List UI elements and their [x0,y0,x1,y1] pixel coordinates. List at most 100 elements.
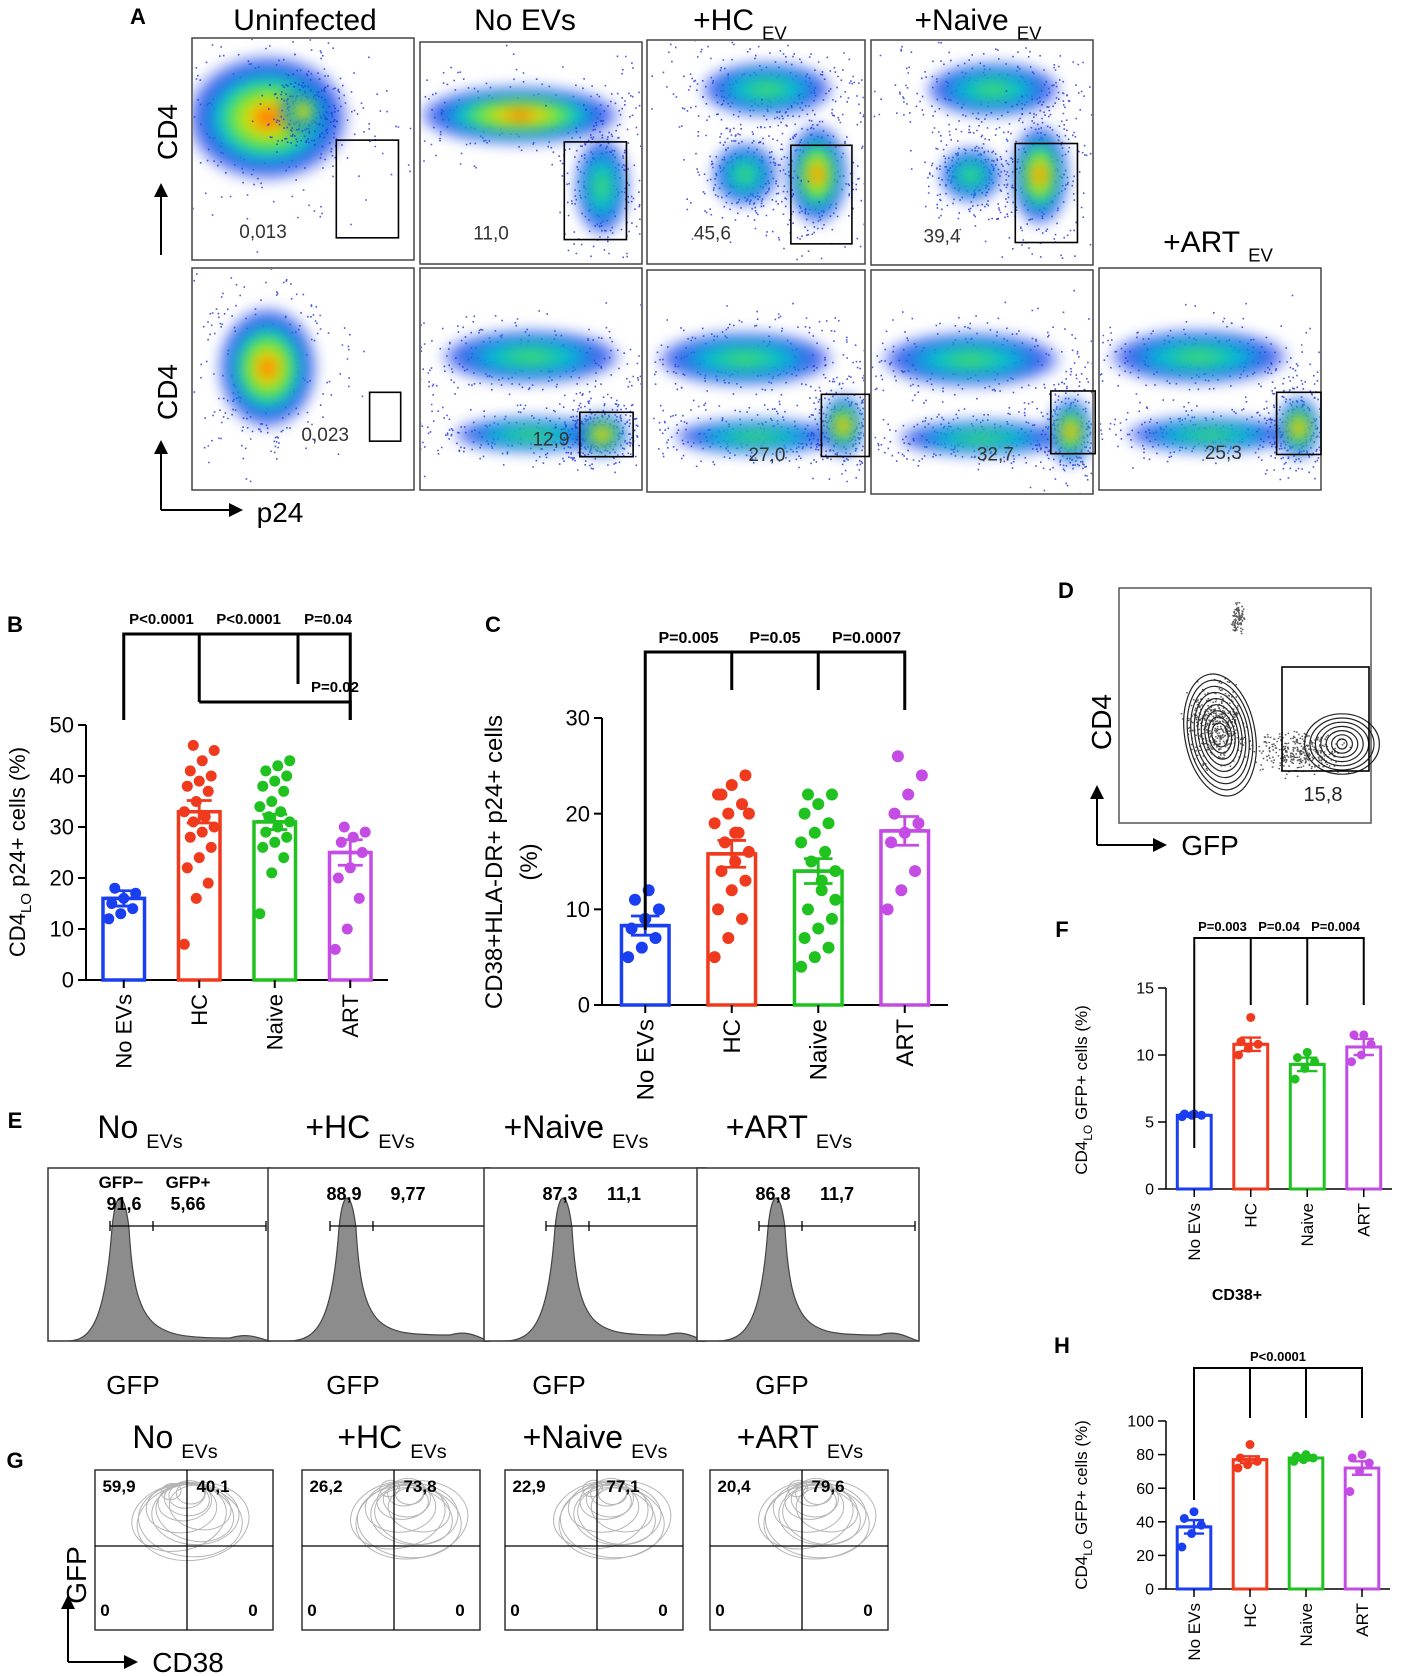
panel-c-chart-point-1-16 [739,769,752,782]
panel-a-title-1-main: No EVs [474,4,576,37]
panel-a-r2-naive-density-1 [893,419,1071,457]
panel-d-contour-a-3 [1200,704,1240,766]
panel-f-chart: 0 5 10 15 No EVs HC Naive ART [1136,981,1392,1261]
panel-a-title-4-main: +ART [1163,226,1240,259]
panel-c-chart-point-1-19 [742,807,755,820]
panel-f-chart-point-2-0 [1290,1074,1300,1084]
panel-f-chart-xlabel-1: HC [1242,1203,1261,1228]
panel-g-ur-1: 73,8 [403,1477,436,1496]
panel-c-chart-point-2-11 [795,836,808,849]
panel-f-pvalue-0: P=0.003 [1198,919,1247,934]
panel-letter-f: F [1055,917,1068,942]
panel-a-r2-noevs-density-1 [449,415,613,454]
panel-c-chart-point-3-1 [895,884,908,897]
panel-d-contour-a-2 [1204,710,1236,760]
panel-a-xlabel: p24 [257,497,304,528]
panel-a-row1-arrow-head [154,183,168,197]
panel-h-chart-point-3-4 [1357,1450,1367,1460]
panel-c-chart-point-1-4 [725,884,738,897]
panel-g-title-1-sub: EVs [410,1441,446,1463]
panel-f-chart-xlabel-3: ART [1355,1203,1374,1237]
panel-c-chart-point-3-2 [909,865,922,878]
panel-g-x-arrow-head [124,1655,138,1669]
panel-b-chart-point-2-11 [254,801,266,813]
panel-h-ylabel-b: LO [1081,1540,1095,1556]
panel-b-bracket-hc-art [199,700,352,720]
panel-b-chart-point-1-7 [196,826,208,838]
panel-d-xlabel: GFP [1181,830,1239,861]
panel-g-contour-0-11 [136,1481,250,1562]
panel-c-pvalue-0: P=0.005 [658,630,718,647]
panel-a-r1-naive: 39,4 [870,39,1094,266]
panel-e-hist-0: GFP− GFP+ 91,6 5,66 [47,1167,271,1342]
panel-a-r2-hc: 27,0 [646,269,871,493]
panel-b-chart-point-2-5 [281,831,293,843]
panel-b-chart-point-0-1 [115,908,127,920]
panel-e-peak-0 [67,1197,271,1342]
panel-c-chart-bar-0 [619,923,671,1007]
panel-f-chart-ytick-label-0: 0 [1145,1182,1154,1199]
panel-b-chart-xlabel-1: HC [187,994,212,1026]
panel-c-chart-point-2-2 [822,941,835,954]
panel-c-chart-point-2-10 [819,845,832,858]
panel-g-title-3-main: +ART [737,1419,819,1455]
panel-e-title-3-main: +ART [726,1109,808,1145]
panel-c-ylabel-1: CD38+HLA-DR+ p24+ cells [481,715,508,1009]
panel-h-chart-ytick-label-2: 40 [1136,1514,1154,1531]
panel-b-chart-point-2-19 [284,755,296,767]
panel-d-plot: 15,8 [1118,587,1380,824]
panel-b-chart-point-3-8 [359,826,371,838]
panel-d-value: 15,8 [1304,784,1343,806]
panel-b-chart-ytick-label-0: 0 [62,968,74,993]
panel-d-contour-b-3 [1320,725,1364,763]
panel-c-chart-point-2-6 [801,903,814,916]
panel-c-chart-point-2-17 [801,788,814,801]
panel-f-chart-point-2-4 [1302,1047,1312,1057]
panel-g-lr-2: 0 [658,1601,667,1620]
panel-b-pvalue-3: P=0.02 [311,679,359,696]
panel-e-frame-2 [483,1167,707,1342]
panel-b-chart-xlabel-0: No EVs [111,994,136,1069]
panel-b-chart-point-2-18 [272,760,284,772]
panel-b-chart-point-2-0 [254,908,266,920]
panel-c-chart-point-1-3 [712,903,725,916]
panel-b-chart-point-1-14 [181,780,193,792]
panel-a-title-2: +HC EV [693,4,787,44]
panel-c-chart-point-1-13 [736,798,749,811]
panel-a-r2-art-gate [1275,391,1322,456]
panel-e-pos-value-0: 5,66 [170,1194,205,1214]
panel-h-chart-ytick-label-4: 80 [1136,1447,1154,1464]
panel-g-ul-3: 20,4 [717,1477,751,1496]
panel-b-ylabel-b: LO [18,893,35,913]
panel-h-chart-point-0-3 [1179,1513,1189,1523]
panel-g-ul-1: 26,2 [309,1477,342,1496]
panel-g-plot-2: 22,9 77,1 0 0 [504,1469,684,1631]
panel-c-bracket-main [643,650,907,930]
panel-a-r1-noevs: 11,0 [419,41,643,265]
panel-e-title-2-sub: EVs [612,1131,648,1153]
panel-g-contour-2-7 [577,1487,656,1546]
panel-h-chart-xlabel-1: HC [1241,1603,1260,1628]
panel-a-r2-naive-density-2 [1047,396,1092,467]
panel-b-chart-point-3-1 [341,923,353,935]
panel-c-chart-point-2-13 [822,817,835,830]
panel-f-chart-point-3-0 [1347,1057,1357,1067]
panel-c-chart-point-2-12 [808,826,821,839]
panel-e-title-1-sub: EVs [378,1131,414,1153]
panel-a-r1-noevs-density-1 [574,135,631,238]
panel-e-xlabel-1: GFP [326,1370,379,1400]
panel-a-r2-uninfected-density-0 [216,304,319,431]
panel-a-r1-uninfected: 0,013 [191,37,415,261]
panel-h-chart-bar-1 [1231,1458,1269,1591]
panel-c-pvalue-2: P=0.0007 [832,630,901,647]
panel-g-plot-1: 26,2 73,8 0 0 [301,1469,481,1631]
panel-e-title-1: +HC EVs [305,1109,414,1153]
panel-b-chart-point-1-13 [202,785,214,797]
panel-b-chart-point-1-2 [202,877,214,889]
panel-b-chart-point-1-19 [208,745,220,756]
panel-a-r1-noevs-value: 11,0 [473,224,509,245]
panel-b-pvalue-0: P<0.0001 [129,611,194,628]
panel-b-chart-point-2-13 [278,785,290,797]
panel-b-chart-point-2-16 [281,770,293,782]
panel-a-r1-hc-events [651,41,864,261]
